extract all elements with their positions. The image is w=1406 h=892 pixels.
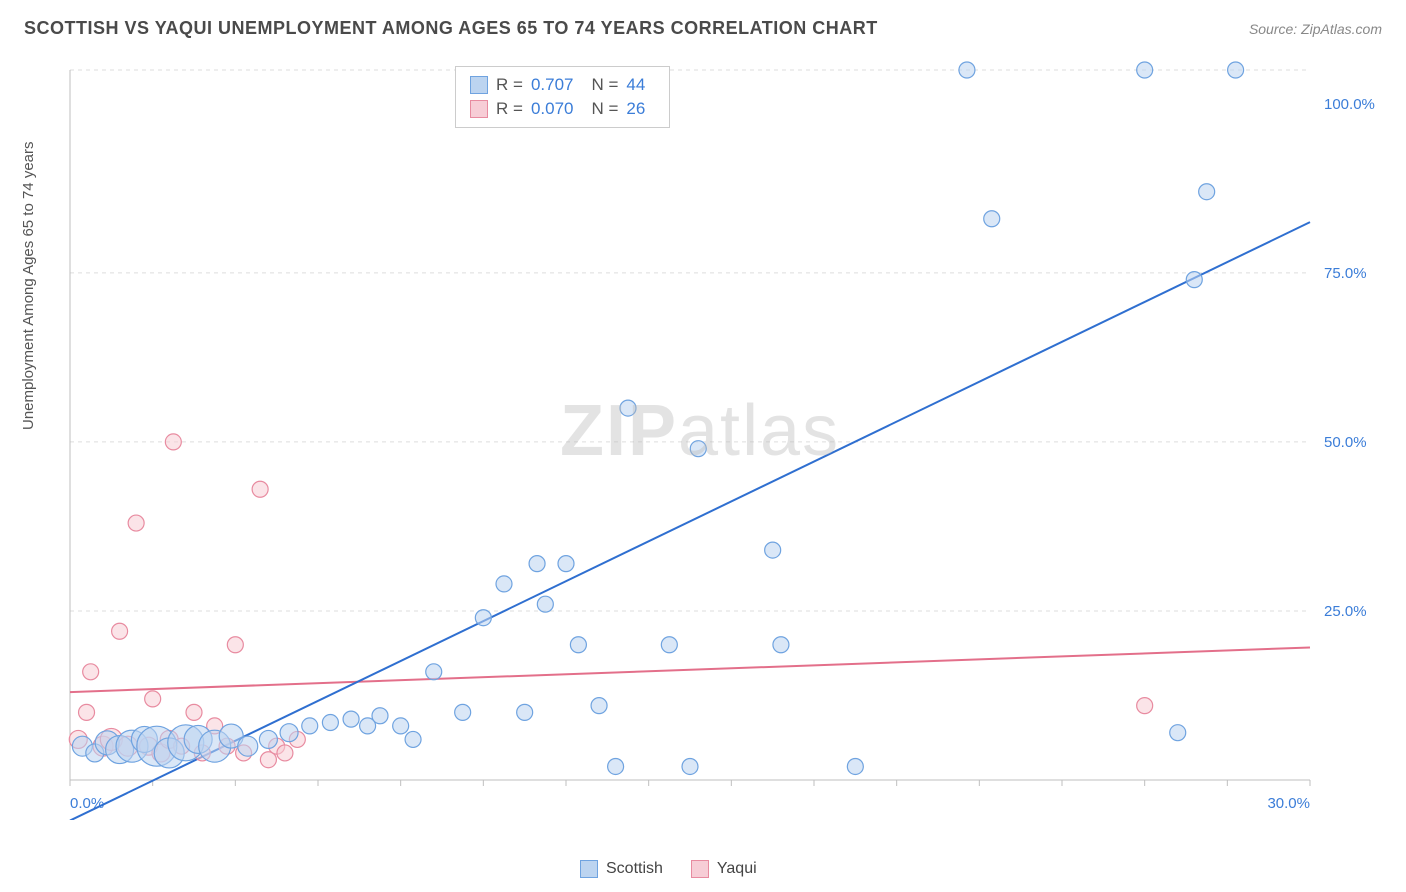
data-point	[1137, 698, 1153, 714]
data-point	[475, 610, 491, 626]
legend-stat-row: R = 0.707 N = 44	[470, 73, 655, 97]
data-point	[238, 736, 258, 756]
data-point	[145, 691, 161, 707]
legend-swatch-icon	[691, 860, 709, 878]
y-tick-label: 50.0%	[1324, 434, 1367, 451]
data-point	[426, 664, 442, 680]
data-point	[302, 718, 318, 734]
legend-swatch-icon	[470, 76, 488, 94]
data-point	[682, 758, 698, 774]
legend-stat-row: R = 0.070 N = 26	[470, 97, 655, 121]
data-point	[517, 704, 533, 720]
y-tick-label: 25.0%	[1324, 603, 1367, 620]
trend-line	[70, 647, 1310, 692]
data-point	[227, 637, 243, 653]
data-point	[405, 731, 421, 747]
y-tick-label: 100.0%	[1324, 96, 1375, 113]
y-axis-label: Unemployment Among Ages 65 to 74 years	[20, 141, 37, 430]
legend-label: Yaqui	[717, 860, 757, 878]
data-point	[661, 637, 677, 653]
data-point	[343, 711, 359, 727]
data-point	[1186, 272, 1202, 288]
data-point	[773, 637, 789, 653]
data-point	[372, 708, 388, 724]
data-point	[186, 704, 202, 720]
x-tick-label: 0.0%	[70, 795, 104, 812]
data-point	[620, 400, 636, 416]
r-value: 0.707	[531, 75, 574, 95]
r-label: R =	[496, 99, 523, 119]
data-point	[79, 704, 95, 720]
data-point	[455, 704, 471, 720]
data-point	[765, 542, 781, 558]
data-point	[1170, 725, 1186, 741]
legend-item: Yaqui	[691, 860, 757, 878]
n-label: N =	[591, 99, 618, 119]
data-point	[1228, 62, 1244, 78]
data-point	[537, 596, 553, 612]
data-point	[322, 715, 338, 731]
data-point	[847, 758, 863, 774]
data-point	[277, 745, 293, 761]
data-point	[165, 434, 181, 450]
data-point	[558, 556, 574, 572]
legend-swatch-icon	[580, 860, 598, 878]
data-point	[496, 576, 512, 592]
r-value: 0.070	[531, 99, 574, 119]
y-tick-label: 75.0%	[1324, 265, 1367, 282]
n-value: 44	[626, 75, 645, 95]
legend-item: Scottish	[580, 860, 663, 878]
data-point	[252, 481, 268, 497]
data-point	[1137, 62, 1153, 78]
data-point	[112, 623, 128, 639]
source-attribution: Source: ZipAtlas.com	[1249, 21, 1382, 37]
r-label: R =	[496, 75, 523, 95]
chart-plot-area: 25.0% 50.0% 75.0% 100.0% 0.0% 30.0%	[60, 60, 1380, 820]
trend-line	[70, 222, 1310, 820]
data-point	[690, 441, 706, 457]
chart-title: SCOTTISH VS YAQUI UNEMPLOYMENT AMONG AGE…	[24, 18, 878, 39]
data-point	[984, 211, 1000, 227]
series-legend: Scottish Yaqui	[580, 860, 757, 878]
data-point	[259, 730, 277, 748]
data-point	[128, 515, 144, 531]
n-label: N =	[591, 75, 618, 95]
data-point	[570, 637, 586, 653]
n-value: 26	[626, 99, 645, 119]
x-tick-label: 30.0%	[1267, 795, 1310, 812]
data-point	[280, 724, 298, 742]
legend-swatch-icon	[470, 100, 488, 118]
data-point	[959, 62, 975, 78]
data-point	[83, 664, 99, 680]
data-point	[591, 698, 607, 714]
data-point	[1199, 184, 1215, 200]
data-point	[393, 718, 409, 734]
data-point	[529, 556, 545, 572]
correlation-legend: R = 0.707 N = 44 R = 0.070 N = 26	[455, 66, 670, 128]
legend-label: Scottish	[606, 860, 663, 878]
data-point	[608, 758, 624, 774]
scatter-chart-svg: 25.0% 50.0% 75.0% 100.0% 0.0% 30.0%	[60, 60, 1380, 820]
